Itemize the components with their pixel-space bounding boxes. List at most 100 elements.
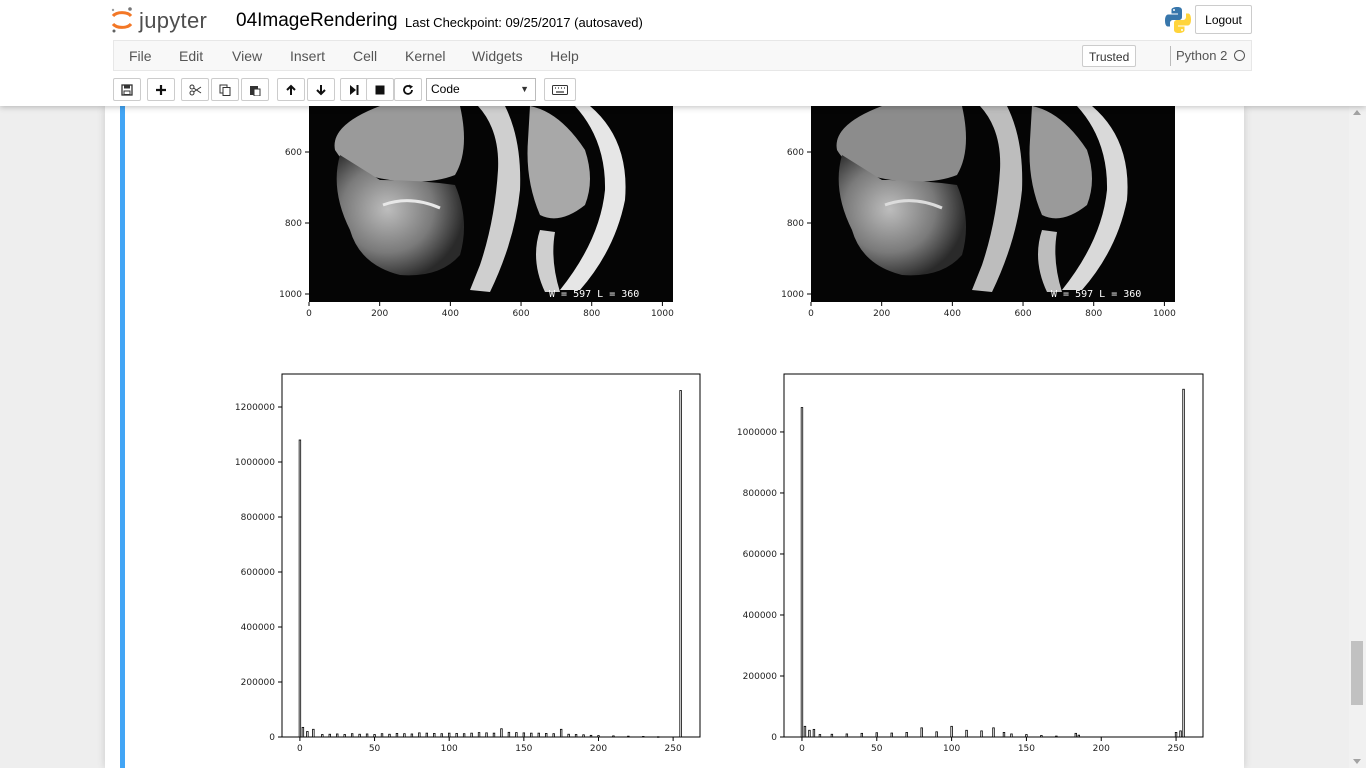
histogram-bar (812, 728, 816, 738)
move-up-button[interactable] (277, 78, 305, 101)
plus-icon (156, 84, 166, 95)
y-tick-label: 600000 (241, 568, 276, 578)
kernel-status-icon (1234, 50, 1245, 61)
header: jupyter 04ImageRendering Last Checkpoint… (0, 0, 1366, 106)
histogram-bar (500, 728, 503, 738)
kernel-name: Python 2 (1176, 48, 1228, 63)
image-y-tick-label: 800 (787, 219, 804, 229)
histogram-bar (1074, 732, 1077, 738)
histogram-bar (818, 734, 822, 738)
jupyter-logo[interactable]: jupyter (110, 6, 220, 34)
histogram-bar (492, 732, 496, 738)
menu-insert[interactable]: Insert (290, 48, 326, 64)
interrupt-button[interactable] (366, 78, 394, 101)
paste-icon (250, 85, 261, 96)
move-down-button[interactable] (307, 78, 335, 101)
histogram-bar (350, 733, 354, 738)
menubar: File Edit View Insert Cell Kernel Widget… (113, 40, 1252, 71)
histogram-bar (980, 730, 983, 738)
copy-button[interactable] (211, 78, 239, 101)
histogram-bar (433, 733, 436, 738)
scroll-up-icon[interactable] (1353, 110, 1361, 115)
x-tick-label: 250 (1167, 744, 1184, 754)
histogram-bar (522, 732, 526, 738)
image-x-tick-label: 0 (306, 309, 312, 319)
image-y-tick-label: 1000 (279, 290, 302, 300)
x-tick-label: 0 (297, 744, 303, 754)
cell-type-select[interactable]: Code ▼ (426, 78, 536, 101)
mri-overlay-left: W = 597 L = 360 (549, 289, 639, 300)
y-tick-label: 800000 (743, 489, 778, 499)
menu-cell[interactable]: Cell (353, 48, 378, 64)
histogram-bar (657, 736, 660, 738)
histogram-right: 0 50 100 150 200 250 0 200000 400000 600000 800000… (737, 388, 1185, 754)
x-tick-label: 200 (590, 744, 607, 754)
histogram-bar (679, 390, 682, 738)
menu-widgets[interactable]: Widgets (472, 48, 523, 64)
insert-cell-button[interactable] (147, 78, 175, 101)
histogram-bar (328, 733, 331, 738)
checkpoint-status: Last Checkpoint: 09/25/2017 (autosaved) (405, 15, 643, 30)
x-tick-label: 150 (1018, 744, 1035, 754)
histogram-bar (800, 407, 804, 738)
menu-file[interactable]: File (129, 48, 152, 64)
cut-button[interactable] (181, 78, 209, 101)
histogram-bar (574, 734, 578, 738)
menu-help[interactable]: Help (550, 48, 579, 64)
histogram-bar (1179, 730, 1182, 738)
menu-edit[interactable]: Edit (179, 48, 204, 64)
x-tick-label: 250 (665, 744, 682, 754)
histogram-bar (1025, 734, 1028, 738)
command-palette-button[interactable] (544, 78, 576, 101)
histogram-bar (627, 735, 630, 738)
image-x-tick-label: 1000 (1153, 309, 1176, 319)
stop-icon (375, 85, 385, 94)
histogram-left-frame (281, 373, 701, 738)
image-x-tick-label: 1000 (651, 309, 674, 319)
run-button[interactable] (340, 78, 368, 101)
menu-kernel[interactable]: Kernel (405, 48, 446, 64)
mri-image-right (811, 106, 1175, 302)
histogram-bar (642, 736, 645, 738)
histogram-bar (1002, 732, 1006, 738)
histogram-bar (890, 732, 893, 738)
histogram-bar (1174, 732, 1178, 738)
histogram-bar (358, 733, 361, 738)
scrollbar-thumb[interactable] (1351, 641, 1363, 705)
histogram-bar (845, 733, 849, 738)
menu-view[interactable]: View (232, 48, 263, 64)
image-x-tick-label: 400 (944, 309, 961, 319)
keyboard-icon (552, 84, 568, 95)
trusted-indicator[interactable]: Trusted (1082, 45, 1137, 67)
histogram-bar (830, 733, 834, 738)
scroll-down-icon[interactable] (1353, 759, 1361, 764)
histogram-bar (388, 733, 391, 738)
logo-text: jupyter (139, 8, 208, 33)
image-x-tick-label: 600 (512, 309, 529, 319)
histogram-left: 0 50 100 150 200 250 0 200000 400000 600000 800000… (235, 390, 682, 754)
histogram-bar (470, 732, 473, 738)
histogram-bar (582, 734, 585, 738)
y-tick-label: 1200000 (235, 403, 275, 413)
paste-button[interactable] (241, 78, 269, 101)
x-tick-label: 100 (441, 744, 458, 754)
histogram-bar (403, 733, 406, 738)
save-button[interactable] (113, 78, 141, 101)
logout-button[interactable]: Logout (1195, 5, 1252, 34)
image-x-tick-label: 800 (1085, 309, 1102, 319)
histogram-bar (530, 732, 533, 738)
chevron-down-icon: ▼ (520, 84, 529, 94)
python-logo-icon (1165, 7, 1191, 33)
histogram-bar (395, 733, 399, 738)
histogram-bar (992, 727, 995, 738)
histogram-bar (373, 734, 376, 738)
scrollbar[interactable] (1349, 106, 1366, 768)
copy-icon (219, 84, 231, 96)
y-tick-label: 200000 (743, 672, 778, 682)
histogram-bar (336, 733, 339, 738)
notebook-name[interactable]: 04ImageRendering (236, 10, 398, 31)
restart-button[interactable] (394, 78, 422, 101)
arrow-up-icon (286, 84, 296, 95)
image-y-tick-label: 600 (787, 148, 804, 158)
image-x-tick-label: 200 (873, 309, 890, 319)
